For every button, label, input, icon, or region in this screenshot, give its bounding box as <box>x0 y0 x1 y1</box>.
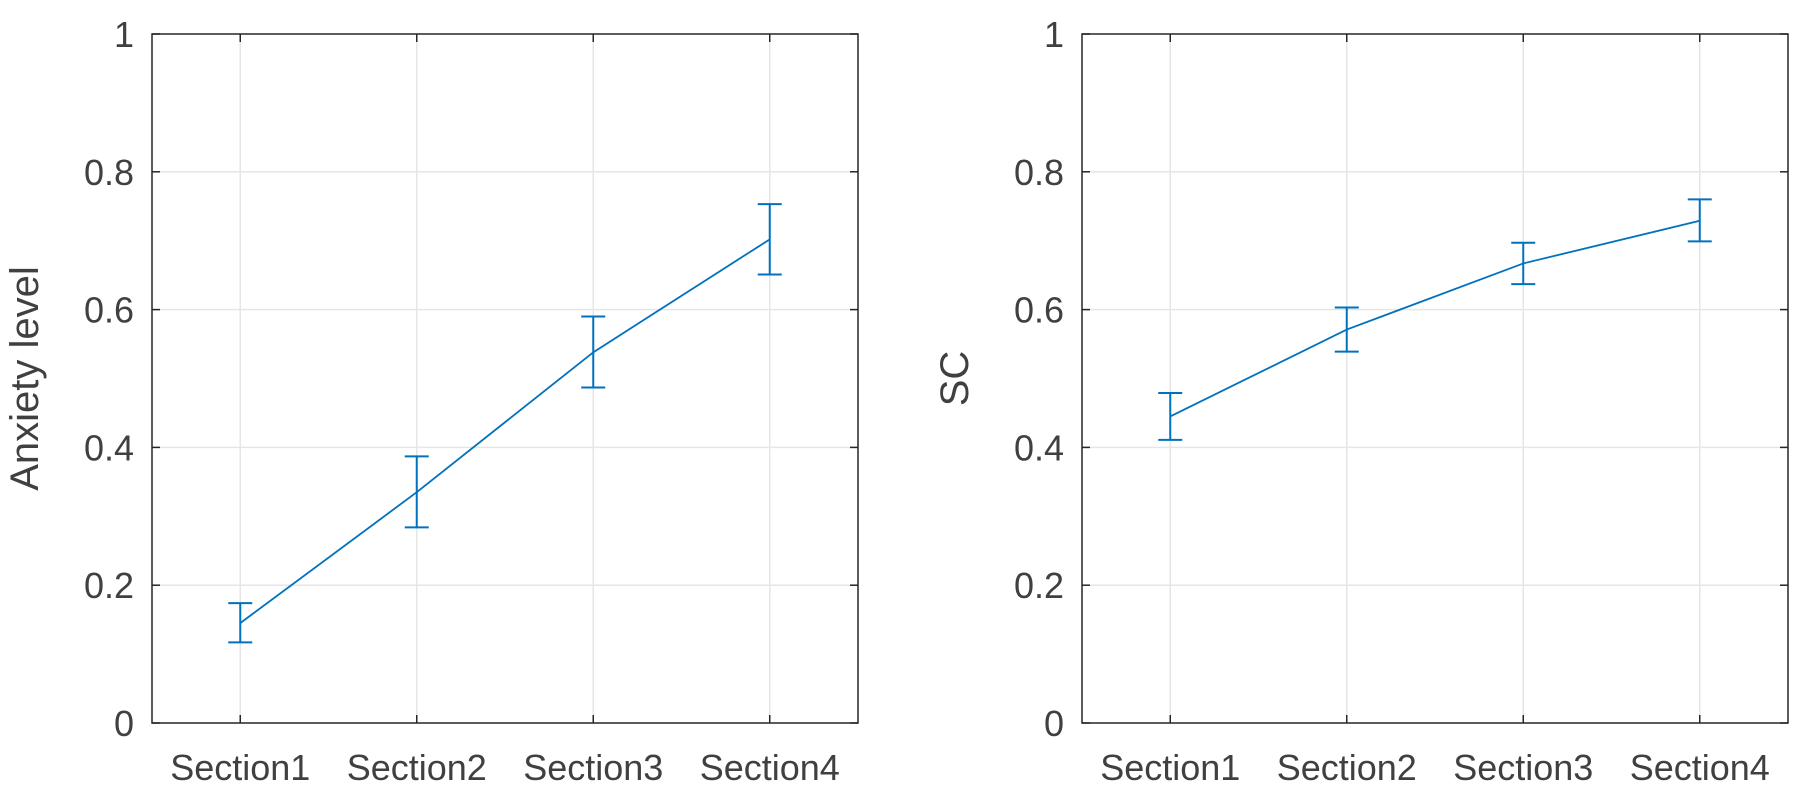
series-line <box>239 238 771 624</box>
x-tick-label: Section4 <box>700 747 840 788</box>
x-tick-label: Section3 <box>1453 747 1593 788</box>
x-tick-label: Section2 <box>1277 747 1417 788</box>
axes-box <box>151 33 859 724</box>
y-tick-label: 0.2 <box>84 565 134 606</box>
x-tick-label: Section4 <box>1630 747 1770 788</box>
y-tick-label: 0.8 <box>84 152 134 193</box>
x-tick-label: Section1 <box>1100 747 1240 788</box>
y-tick-label: 1 <box>114 14 134 55</box>
x-tick-label: Section2 <box>347 747 487 788</box>
y-tick-label: 0.8 <box>1014 152 1064 193</box>
anxiety-chart-panel: 0 0.2 0.4 0.6 0.8 1 Section1 Section2 Section3 Se… <box>3 14 859 788</box>
x-tick-label: Section3 <box>523 747 663 788</box>
y-tick-label: 0.4 <box>84 427 134 468</box>
x-tick-label: Section1 <box>170 747 310 788</box>
y-tick-label: 0 <box>1044 703 1064 744</box>
y-axis-title: SC <box>933 351 977 407</box>
sc-chart-panel: 0 0.2 0.4 0.6 0.8 1 Section1 Section2 Section3 Se… <box>933 14 1789 788</box>
series-line <box>1169 219 1700 418</box>
y-tick-label: 0.6 <box>84 290 134 331</box>
y-tick-label: 0.4 <box>1014 427 1064 468</box>
y-tick-label: 1 <box>1044 14 1064 55</box>
y-axis-title: Anxiety level <box>3 266 47 491</box>
y-tick-label: 0.6 <box>1014 290 1064 331</box>
axes-box <box>1081 33 1789 724</box>
y-tick-label: 0.2 <box>1014 565 1064 606</box>
y-tick-label: 0 <box>114 703 134 744</box>
